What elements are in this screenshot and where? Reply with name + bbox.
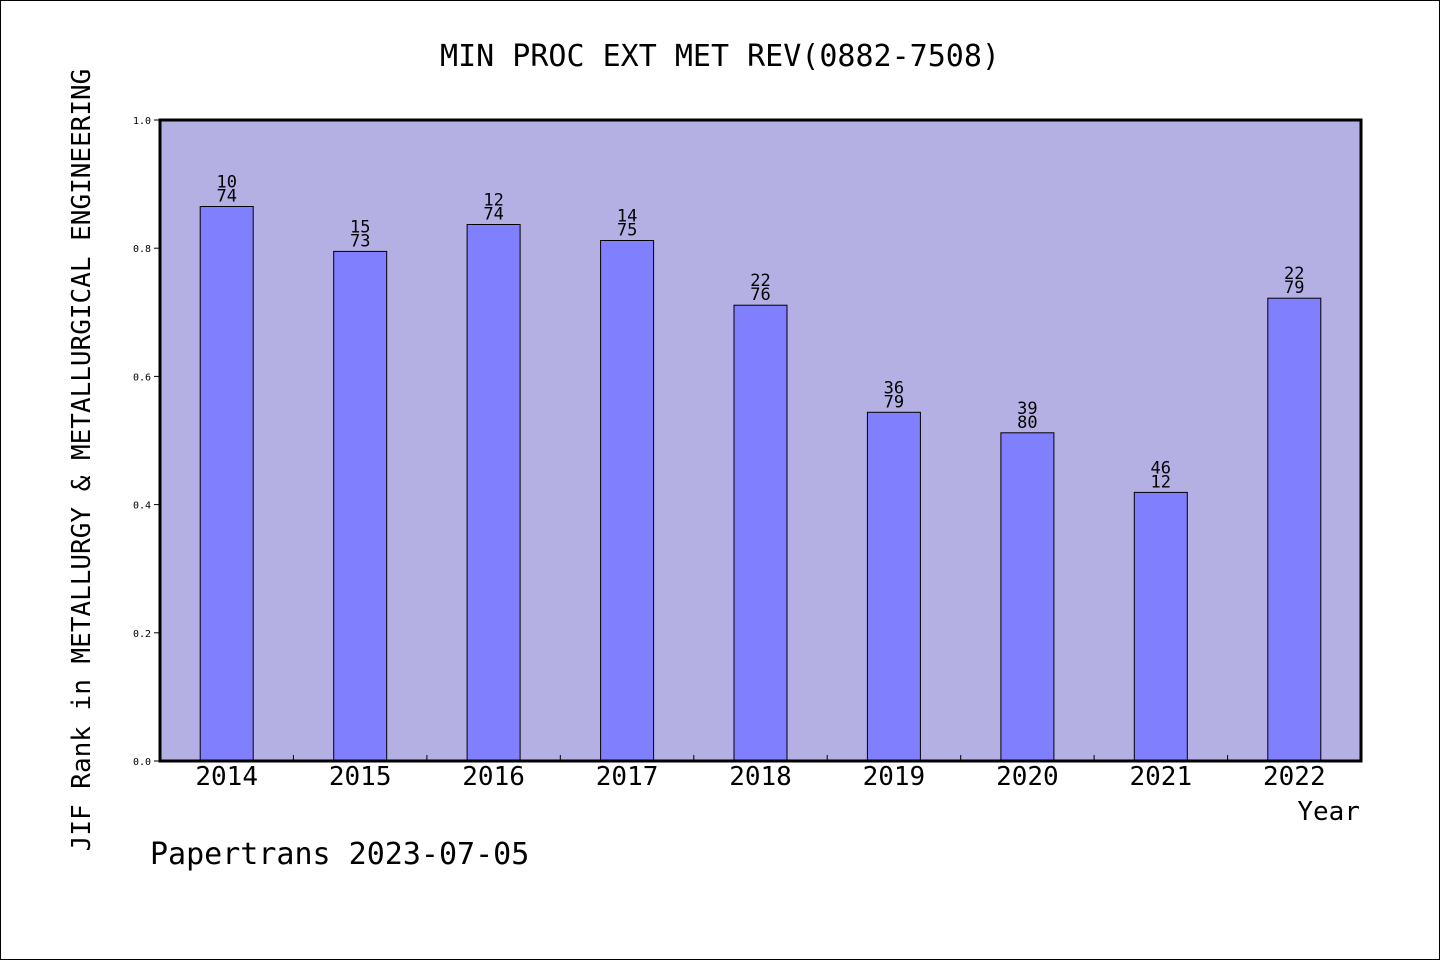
x-tick-label-2017: 2017 bbox=[596, 762, 659, 792]
bar-label-2018-line-1: 22 bbox=[750, 271, 770, 291]
y-tick-label-0.2: 0.2 bbox=[133, 629, 151, 640]
bar-label-2016-line-2: 74 bbox=[483, 205, 503, 225]
bar-label-2018-line-2: 76 bbox=[750, 285, 770, 305]
x-tick-label-2014: 2014 bbox=[195, 762, 258, 792]
footer-text: Papertrans 2023-07-05 bbox=[150, 837, 529, 872]
bar-label-2021-line-1: 46 bbox=[1151, 458, 1171, 478]
x-tick-label-2016: 2016 bbox=[462, 762, 525, 792]
y-tick-label-0.0: 0.0 bbox=[133, 757, 151, 768]
x-tick-label-2020: 2020 bbox=[996, 762, 1059, 792]
bar-label-2015-line-1: 15 bbox=[350, 217, 370, 237]
y-tick-label-1.0: 1.0 bbox=[133, 116, 151, 127]
bar-2014 bbox=[199, 206, 254, 762]
x-tick-label-2021: 2021 bbox=[1129, 762, 1192, 792]
y-tick-label-0.8: 0.8 bbox=[133, 244, 151, 255]
x-tick-label-2018: 2018 bbox=[729, 762, 792, 792]
bar-label-2016-line-1: 12 bbox=[483, 191, 503, 211]
bar-2022 bbox=[1267, 297, 1322, 762]
bar-label-2019-line-2: 79 bbox=[884, 392, 904, 412]
x-tick-label-2019: 2019 bbox=[863, 762, 926, 792]
bar-label-2019-line-1: 36 bbox=[884, 378, 904, 398]
bars-layer bbox=[199, 206, 1322, 762]
x-tick-label-2022: 2022 bbox=[1263, 762, 1326, 792]
plot-border bbox=[158, 118, 1363, 763]
bar-label-2022-line-1: 22 bbox=[1284, 264, 1304, 284]
bar-label-2017-line-2: 75 bbox=[617, 221, 637, 241]
bar-label-2015-line-2: 73 bbox=[350, 231, 370, 251]
x-axis-ticks: 2014 2015 2016 2017 2018 2019 2020 2021 2022 bbox=[195, 755, 1326, 792]
bar-label-2020-line-2: 80 bbox=[1017, 413, 1037, 433]
bar-2019 bbox=[866, 411, 921, 762]
y-axis-label: JIF Rank in METALLURGY & METALLURGICAL E… bbox=[67, 69, 97, 852]
bar-2017 bbox=[600, 240, 655, 762]
y-tick-label-0.6: 0.6 bbox=[133, 372, 151, 383]
bar-label-2014-line-1: 10 bbox=[216, 173, 236, 193]
y-tick-label-0.4: 0.4 bbox=[133, 501, 151, 512]
bar-2021 bbox=[1133, 491, 1188, 762]
bar-label-2020-line-1: 39 bbox=[1017, 399, 1037, 419]
bar-label-2022-line-2: 79 bbox=[1284, 278, 1304, 298]
x-tick-label-2015: 2015 bbox=[329, 762, 392, 792]
bar-2016 bbox=[466, 224, 521, 762]
bar-2020 bbox=[1000, 432, 1055, 762]
bar-label-2017-line-1: 14 bbox=[617, 207, 637, 227]
bar-label-2021-line-2: 12 bbox=[1151, 472, 1171, 492]
chart-title: MIN PROC EXT MET REV(0882-7508) bbox=[440, 39, 1000, 74]
bar-label-2014-line-2: 74 bbox=[216, 187, 236, 207]
bar-2018 bbox=[733, 304, 788, 762]
x-axis-label: Year bbox=[1297, 797, 1360, 827]
bar-2015 bbox=[333, 250, 388, 762]
y-axis-ticks: 0.0 0.2 0.4 0.6 0.8 1.0 bbox=[133, 116, 160, 768]
